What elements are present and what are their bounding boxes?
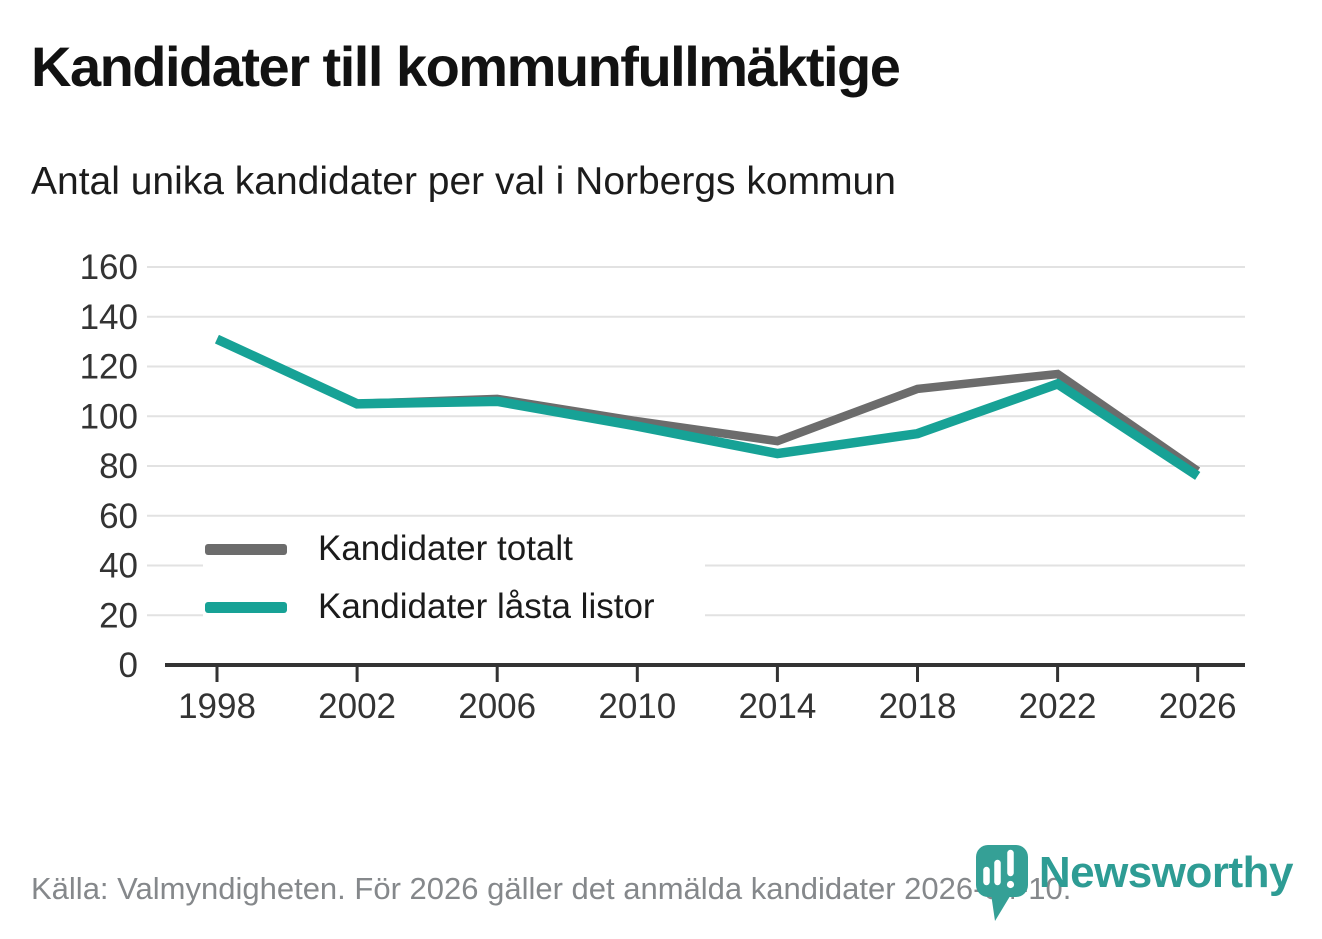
y-axis-tick-label: 120: [80, 348, 138, 387]
y-axis-tick-label: 160: [80, 248, 138, 287]
newsworthy-pin-barchart-icon: [975, 845, 1028, 921]
x-axis-tick-label: 2010: [598, 687, 676, 726]
chart-legend: Kandidater totalt Kandidater låsta listo…: [203, 521, 705, 639]
newsworthy-logo-text: Newsworthy: [1038, 848, 1294, 897]
y-axis-tick-label: 0: [119, 646, 138, 685]
series-line-kandidater-lasta-listor: [215, 334, 1201, 480]
legend-item-totalt: Kandidater totalt: [205, 527, 705, 571]
x-axis-tick-label: 2002: [318, 687, 396, 726]
y-axis-tick-label: 20: [99, 596, 138, 635]
y-axis-tick-label: 80: [99, 447, 138, 486]
legend-swatch-lasta-listor: [205, 601, 287, 613]
x-axis-tick-label: 2014: [738, 687, 816, 726]
x-axis-tick-label: 2022: [1019, 687, 1097, 726]
x-axis-tick-label: 1998: [178, 687, 256, 726]
legend-label-lasta-listor: Kandidater låsta listor: [318, 587, 655, 626]
newsworthy-logo: Newsworthy: [973, 842, 1294, 928]
y-axis-tick-label: 40: [99, 547, 138, 586]
x-axis-tick-label: 2018: [879, 687, 957, 726]
y-axis-tick-label: 140: [80, 298, 138, 337]
chart-title: Kandidater till kommunfullmäktige: [31, 35, 901, 98]
x-axis-tick-label: 2006: [458, 687, 536, 726]
y-axis-tick-label: 60: [99, 497, 138, 536]
y-axis-tick-label: 100: [80, 397, 138, 436]
x-axis-tick-label: 2026: [1159, 687, 1237, 726]
legend-item-lasta-listor: Kandidater låsta listor: [205, 585, 705, 629]
legend-swatch-totalt: [205, 543, 287, 555]
source-note: Källa: Valmyndigheten. För 2026 gäller d…: [31, 871, 1072, 906]
legend-label-totalt: Kandidater totalt: [318, 529, 573, 568]
chart-subtitle: Antal unika kandidater per val i Norberg…: [31, 160, 896, 203]
